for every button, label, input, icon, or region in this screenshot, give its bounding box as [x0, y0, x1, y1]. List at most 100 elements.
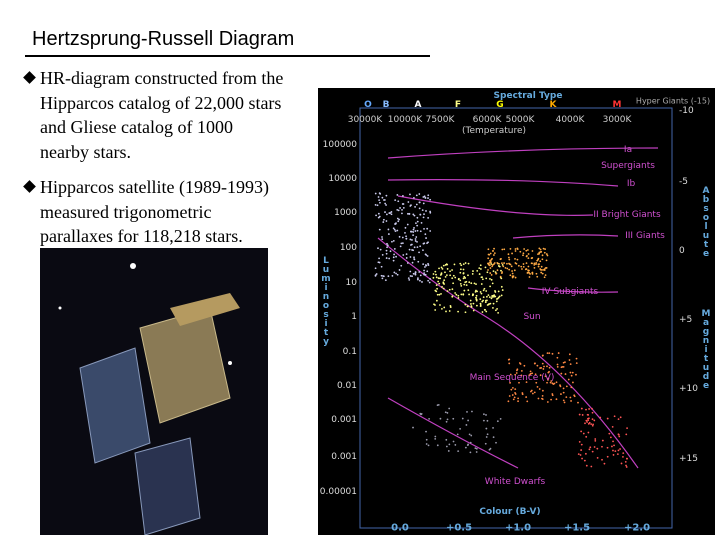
star-dot — [471, 410, 473, 413]
star-dot — [502, 265, 505, 268]
star-dot — [412, 213, 415, 216]
star-dot — [533, 262, 536, 265]
star-dot — [507, 253, 510, 256]
star-dot — [564, 361, 566, 364]
star-dot — [398, 269, 401, 271]
star-dot — [514, 373, 517, 376]
star-dot — [380, 265, 383, 268]
star-dot — [560, 372, 563, 375]
star-dot — [464, 262, 467, 264]
star-dot — [448, 443, 451, 446]
star-dot — [470, 282, 473, 285]
star-dot — [419, 230, 422, 233]
star-dot — [527, 257, 530, 260]
star-dot — [581, 414, 584, 416]
star-dot — [396, 194, 399, 196]
bullet-text: HR-diagram constructed from the — [40, 68, 284, 88]
star-dot — [413, 256, 415, 259]
star-dot — [448, 310, 451, 312]
star-dot — [426, 255, 429, 257]
star-dot — [546, 381, 548, 384]
star-dot — [582, 432, 585, 435]
star-dot — [400, 242, 403, 245]
star-dot — [417, 277, 419, 280]
star-dot — [541, 354, 544, 357]
star-dot — [483, 287, 486, 290]
temperature: 3000K — [602, 115, 632, 125]
star-dot — [456, 433, 459, 436]
star-dot — [445, 274, 448, 277]
region-label: Sun — [523, 312, 541, 322]
star-dot — [489, 277, 491, 280]
star-dot — [409, 275, 412, 277]
bullet-text: parallaxes for 118,218 stars. — [40, 226, 243, 246]
star-dot — [422, 242, 425, 245]
star-dot — [397, 209, 400, 212]
star-dot — [531, 372, 534, 375]
star-dot — [486, 271, 489, 274]
star-dot — [390, 213, 393, 216]
bullet-text: Hipparcos catalog of 22,000 stars — [40, 92, 282, 113]
star-dot — [465, 424, 468, 426]
star-dot — [591, 411, 594, 414]
star-dot — [463, 289, 466, 292]
star-dot — [577, 401, 579, 404]
star-dot — [489, 272, 492, 274]
star-dot — [559, 385, 562, 388]
star-dot — [429, 198, 432, 201]
star-dot — [412, 234, 415, 237]
star-dot — [562, 365, 565, 368]
star-dot — [424, 264, 427, 266]
star-dot — [509, 263, 512, 266]
star-dot — [541, 362, 544, 365]
sunshield — [170, 293, 240, 326]
star-dot — [474, 447, 477, 450]
star-dot — [472, 270, 474, 272]
star-dot — [489, 252, 492, 255]
star-dot — [473, 282, 476, 285]
star-dot — [402, 195, 404, 197]
star-dot — [511, 276, 514, 279]
star-dot — [434, 437, 437, 440]
star-dot — [617, 418, 620, 421]
region-label: White Dwarfs — [484, 477, 546, 487]
star-dot — [444, 271, 446, 274]
star-dot — [385, 204, 387, 206]
star-dot — [376, 204, 379, 207]
star-dot — [533, 266, 536, 269]
star-dot — [444, 264, 447, 266]
star-dot — [466, 411, 468, 413]
star-dot — [522, 265, 525, 268]
star-dot — [454, 292, 457, 294]
star-dot — [467, 419, 470, 422]
star-dot — [488, 303, 490, 305]
star-dot — [411, 249, 413, 251]
star-dot — [587, 422, 590, 425]
star-dot — [462, 293, 465, 296]
star-dot — [387, 233, 390, 235]
star-dot — [565, 385, 568, 388]
star-dot — [609, 436, 612, 439]
star-dot — [564, 373, 567, 375]
luminosity-tick: 100 — [339, 243, 357, 253]
star-dot — [534, 362, 536, 365]
spectral-type: A — [414, 100, 422, 110]
star-dot — [444, 275, 447, 278]
star-dot — [556, 365, 559, 368]
star-dot — [472, 293, 474, 296]
star-dot — [481, 278, 484, 281]
star-dot — [382, 218, 385, 221]
star-dot — [542, 368, 545, 370]
star-dot — [585, 408, 587, 411]
star-dot — [622, 456, 624, 458]
class-line — [387, 397, 519, 469]
star-dot — [562, 399, 565, 402]
star-dot — [385, 249, 388, 252]
star-dot — [382, 221, 385, 223]
star-dot — [530, 390, 532, 393]
star-dot — [492, 263, 495, 265]
star-dot — [497, 296, 500, 299]
star-dot — [420, 222, 423, 224]
star-dot — [397, 200, 400, 203]
star-dot — [511, 270, 513, 272]
